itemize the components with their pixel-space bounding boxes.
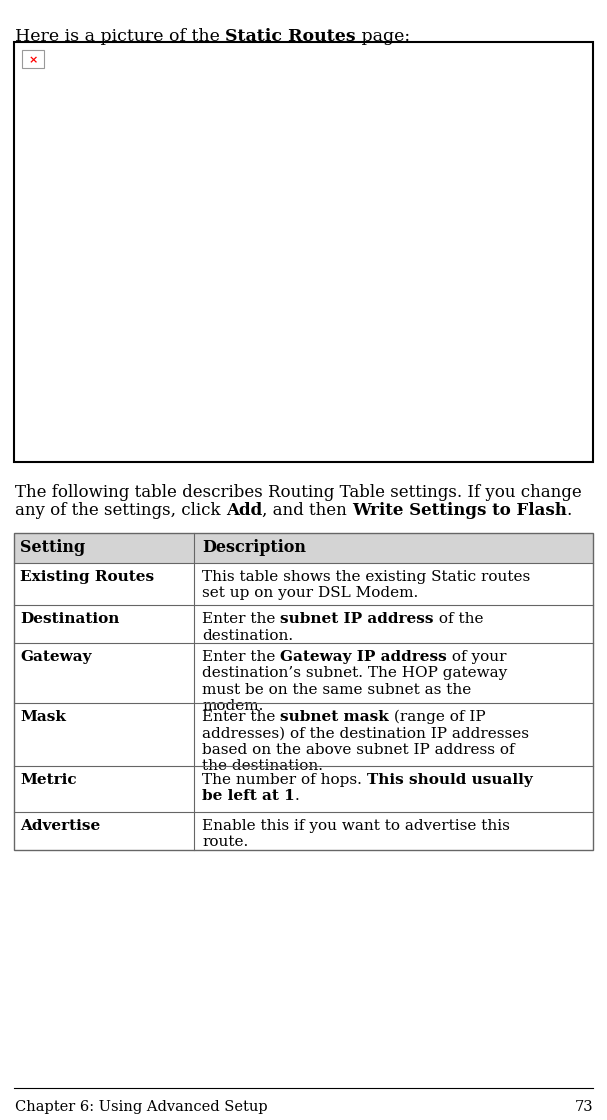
Text: of your: of your: [447, 650, 506, 664]
Text: based on the above subnet IP address of: based on the above subnet IP address of: [202, 743, 515, 757]
Text: of the: of the: [434, 612, 483, 626]
Text: Write Settings to Flash: Write Settings to Flash: [352, 502, 567, 519]
Text: Enter the: Enter the: [202, 710, 280, 724]
Bar: [14, 766, 593, 812]
Text: .: .: [567, 502, 572, 519]
Text: subnet mask: subnet mask: [280, 710, 389, 724]
Text: destination.: destination.: [202, 628, 293, 643]
Text: Mask: Mask: [20, 710, 66, 724]
Bar: [14, 703, 593, 766]
Text: subnet IP address: subnet IP address: [280, 612, 434, 626]
Text: Enter the: Enter the: [202, 612, 280, 626]
Text: route.: route.: [202, 836, 248, 849]
Text: The number of hops.: The number of hops.: [202, 773, 367, 787]
Text: addresses) of the destination IP addresses: addresses) of the destination IP address…: [202, 727, 529, 740]
Text: set up on your DSL Modem.: set up on your DSL Modem.: [202, 587, 418, 600]
Text: Here is a picture of the: Here is a picture of the: [15, 28, 225, 45]
Text: Metric: Metric: [20, 773, 76, 787]
Text: Add: Add: [226, 502, 262, 519]
Text: destination’s subnet. The HOP gateway: destination’s subnet. The HOP gateway: [202, 666, 507, 681]
Text: This table shows the existing Static routes: This table shows the existing Static rou…: [202, 570, 531, 584]
Text: Existing Routes: Existing Routes: [20, 570, 154, 584]
Bar: [14, 563, 593, 605]
Text: the destination.: the destination.: [202, 759, 323, 774]
Bar: [14, 605, 593, 643]
Text: must be on the same subnet as the: must be on the same subnet as the: [202, 683, 471, 697]
Text: .: .: [295, 790, 299, 803]
Text: modem.: modem.: [202, 700, 263, 713]
Text: Enable this if you want to advertise this: Enable this if you want to advertise thi…: [202, 819, 510, 833]
Text: Static Routes: Static Routes: [225, 28, 356, 45]
Bar: [14, 533, 593, 563]
Text: Gateway IP address: Gateway IP address: [280, 650, 447, 664]
Bar: [14, 533, 593, 850]
Text: 73: 73: [574, 1100, 593, 1114]
Text: This should usually: This should usually: [367, 773, 532, 787]
Text: any of the settings, click: any of the settings, click: [15, 502, 226, 519]
Text: Setting: Setting: [20, 539, 85, 556]
Text: be left at 1: be left at 1: [202, 790, 295, 803]
Text: ×: ×: [29, 55, 38, 65]
Bar: [14, 643, 593, 703]
Text: (range of IP: (range of IP: [389, 710, 486, 725]
Text: Gateway: Gateway: [20, 650, 92, 664]
Text: Destination: Destination: [20, 612, 120, 626]
Text: Description: Description: [202, 539, 306, 556]
Text: The following table describes Routing Table settings. If you change: The following table describes Routing Ta…: [15, 484, 582, 501]
Bar: [22, 50, 44, 68]
Text: Chapter 6: Using Advanced Setup: Chapter 6: Using Advanced Setup: [15, 1100, 268, 1114]
Bar: [14, 41, 593, 461]
Text: , and then: , and then: [262, 502, 352, 519]
Text: page:: page:: [356, 28, 410, 45]
Bar: [14, 812, 593, 850]
Text: Enter the: Enter the: [202, 650, 280, 664]
Text: Advertise: Advertise: [20, 819, 100, 833]
